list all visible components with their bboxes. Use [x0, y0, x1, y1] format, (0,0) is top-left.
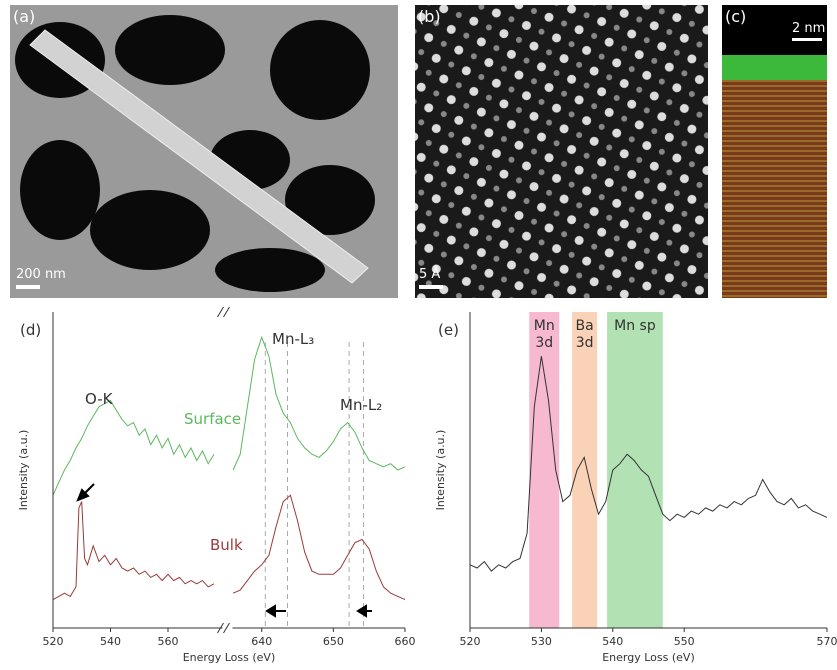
x-tick-label: 570: [817, 635, 837, 648]
x-tick-label: 530: [531, 635, 552, 648]
plots: 520 540 560 640 650 660 Energy Loss (eV) Intens…: [17, 307, 837, 664]
band-label: Mn: [534, 318, 555, 334]
figure: (a) 200 nm (b) 5 Å (c) 2 nm 520 540 560 640…: [0, 0, 837, 666]
band: [607, 312, 663, 628]
band-label: 3d: [576, 335, 594, 351]
x-axis-label: Energy Loss (eV): [183, 651, 276, 664]
panel-label: (e): [438, 321, 459, 339]
spectrum-line: [53, 502, 214, 600]
band: [572, 312, 597, 628]
y-axis-label: Intensity (a.u.): [17, 430, 30, 511]
x-tick-label: 520: [460, 635, 481, 648]
panel-label: (b): [418, 7, 441, 26]
band-label: Mn sp: [614, 318, 656, 334]
x-tick-label: 640: [251, 635, 272, 648]
y-axis-label: Intensity (a.u.): [434, 430, 447, 511]
scale-bar-label: 2 nm: [792, 21, 825, 36]
panel-a: (a) 200 nm: [10, 5, 398, 298]
panel-b: (b) 5 Å: [415, 5, 708, 298]
x-tick-label: 540: [100, 635, 121, 648]
x-tick-label: 540: [602, 635, 623, 648]
x-tick-label: 520: [43, 635, 64, 648]
scale-bar-label: 200 nm: [16, 267, 66, 282]
panel-label: (a): [13, 7, 35, 26]
x-tick-label: 660: [395, 635, 416, 648]
band-label: 3d: [535, 335, 553, 351]
annotation: Mn-L₂: [340, 396, 382, 414]
annotation: Surface: [184, 410, 241, 428]
panel-label: (d): [20, 321, 41, 339]
axis-break: [223, 623, 229, 633]
x-tick-label: 550: [674, 635, 695, 648]
x-axis-label: Energy Loss (eV): [602, 651, 695, 664]
band: [529, 312, 559, 628]
x-tick-label: 650: [323, 635, 344, 648]
scale-bar-label: 5 Å: [419, 266, 440, 282]
panel-c: (c) 2 nm: [722, 5, 827, 298]
annotation: O-K: [85, 390, 114, 408]
axis-break: [217, 307, 223, 317]
annotation: Bulk: [210, 536, 243, 554]
spectrum-line: [233, 495, 405, 599]
panel-label: (c): [725, 7, 746, 26]
band-label: Ba: [576, 318, 594, 334]
x-tick-label: 560: [157, 635, 178, 648]
annotation: Mn-L₃: [272, 330, 314, 348]
axis-break: [223, 307, 229, 317]
